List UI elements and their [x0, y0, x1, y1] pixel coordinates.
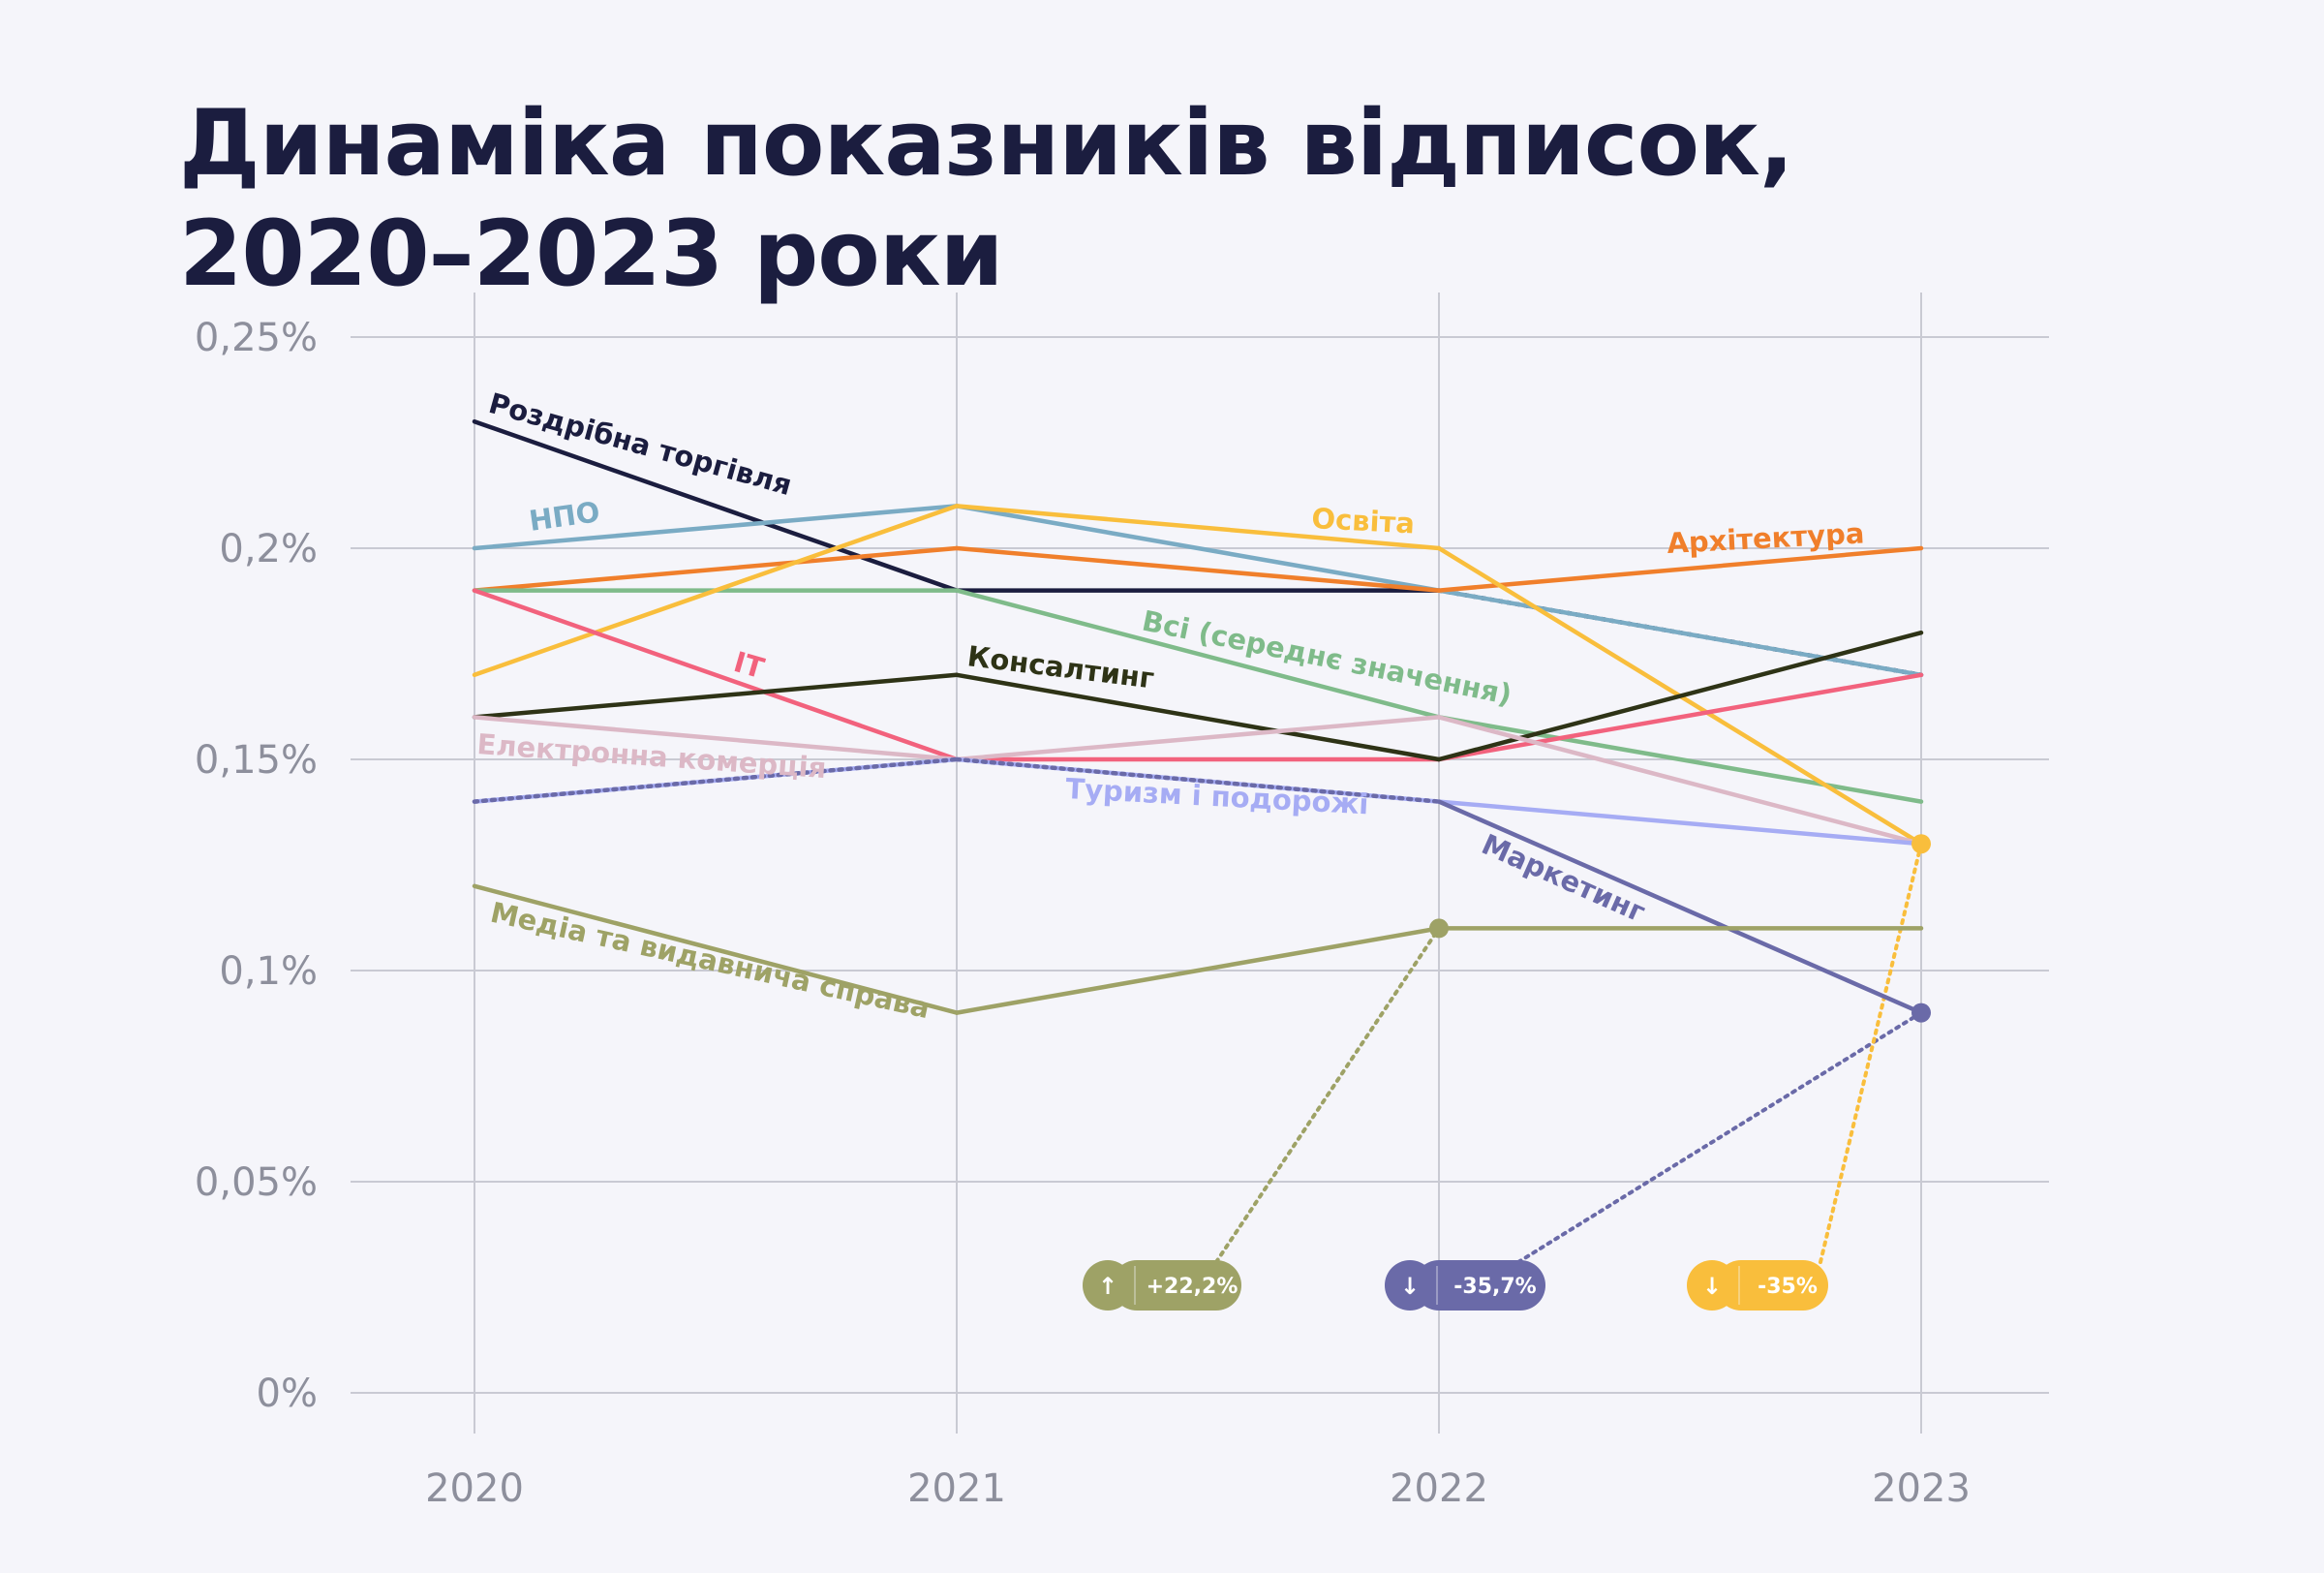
series-label: Роздрібна торгівля: [485, 386, 795, 502]
annotation-connector: [1819, 842, 1923, 1264]
annotation-arrow-badge: [1687, 1260, 1737, 1311]
arrow-up-icon: ↑: [1098, 1273, 1117, 1300]
series-line-segment: [1436, 799, 1924, 847]
series-label: ІТ: [730, 645, 768, 685]
series-label: Освіта: [1311, 502, 1416, 540]
x-tick-label: 2022: [1390, 1466, 1488, 1511]
annotation-pill: [1716, 1260, 1828, 1311]
series-line-segment: [954, 545, 1442, 593]
title-line-1: Динаміка показників відписок,: [179, 91, 1794, 197]
annotation-arrow-badge: [1385, 1260, 1435, 1311]
series-label: Туризм і подорожі: [1065, 772, 1370, 820]
series-label: Архітектура: [1667, 516, 1866, 560]
series-line-segment: [472, 588, 960, 762]
annotation-value: -35%: [1758, 1275, 1818, 1299]
series-line-segment: [1436, 715, 1924, 847]
annotation-connector: [1214, 926, 1441, 1264]
arrow-down-icon: ↓: [1702, 1273, 1722, 1300]
y-tick-label: 0%: [257, 1372, 318, 1416]
annotation-pill: [1414, 1260, 1545, 1311]
y-tick-label: 0,1%: [219, 949, 318, 994]
x-tick-label: 2023: [1872, 1466, 1971, 1511]
series-line-segment: [472, 715, 960, 762]
series-line-segment: [1436, 799, 1924, 1015]
series-line-segment: [1436, 715, 1924, 804]
series-line-segment: [472, 545, 960, 593]
annotation-marker: [1429, 918, 1449, 939]
annotation-markers: [1429, 834, 1931, 1023]
series-line-segment: [472, 418, 960, 593]
series-line-segment: [1436, 672, 1924, 762]
series-line-segment: [954, 504, 1442, 593]
title-line-2: 2020–2023 роки: [179, 201, 1003, 307]
annotation-marker: [1911, 1002, 1931, 1023]
series-line-segment: [1436, 588, 1924, 678]
annotation-value: +22,2%: [1147, 1275, 1238, 1299]
series-label: Всі (середнє значення): [1140, 604, 1515, 712]
annotation-arrow-badge: [1083, 1260, 1133, 1311]
y-tick-label: 0,05%: [195, 1160, 318, 1205]
series-line-segment: [954, 504, 1442, 551]
annotation-connectors: [1214, 842, 1923, 1264]
series-line-segment: [954, 715, 1442, 762]
x-tick-label: 2021: [907, 1466, 1006, 1511]
y-axis-ticks: 0% 0,05% 0,1% 0,15% 0,2% 0,25%: [195, 316, 318, 1416]
series-line-segment: [954, 588, 1442, 720]
series-line-segment: [1436, 545, 1924, 593]
annotation-value: -35,7%: [1453, 1275, 1536, 1299]
series-line-segment: [954, 756, 1442, 804]
series-label: Медіа та видавнича справа: [487, 896, 933, 1026]
annotation-marker: [1911, 834, 1931, 854]
x-tick-label: 2020: [425, 1466, 524, 1511]
annotation-connector: [1516, 1010, 1923, 1264]
series-lines: [472, 418, 1924, 1015]
series-label: Маркетинг: [1477, 827, 1650, 929]
series-line-segment: [472, 504, 960, 678]
page-title: Динаміка показників відписок, 2020–2023 р…: [179, 89, 2019, 310]
series-label: НПО: [527, 495, 601, 538]
series-line-segment: [472, 504, 960, 551]
annotation-pill: [1112, 1260, 1241, 1311]
y-tick-label: 0,15%: [195, 738, 318, 783]
arrow-down-icon: ↓: [1400, 1273, 1420, 1300]
series-line-segment: [954, 926, 1442, 1015]
series-label: Консалтинг: [965, 639, 1156, 694]
series-line-segment: [472, 883, 960, 1015]
series-line-segment: [472, 672, 960, 720]
y-tick-label: 0,25%: [195, 316, 318, 360]
x-axis-ticks: 2020 2021 2022 2023: [425, 1466, 1971, 1511]
series-label: Електронна комерція: [476, 727, 828, 785]
annotation-pills: ↑ +22,2% ↓ -35,7% ↓ -35%: [1083, 1260, 1828, 1311]
series-line-segment: [954, 672, 1442, 762]
series-line-segment: [472, 756, 960, 804]
series-line-segment: [1436, 630, 1924, 762]
y-tick-label: 0,2%: [219, 527, 318, 571]
